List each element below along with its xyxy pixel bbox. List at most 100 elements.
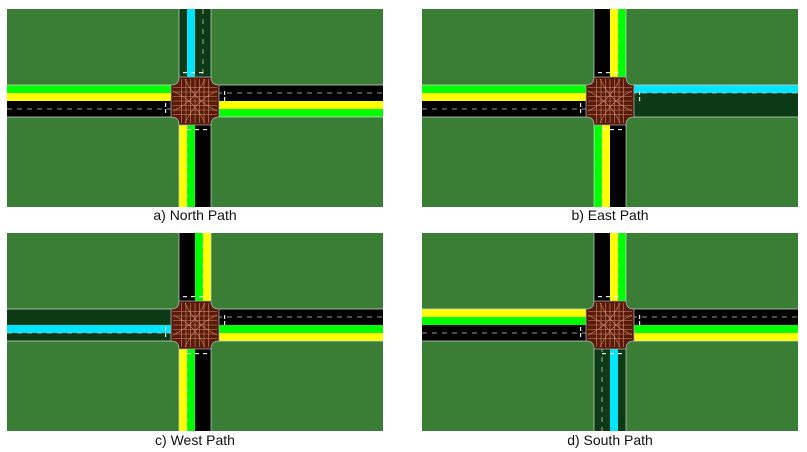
stop-marker bbox=[639, 315, 641, 319]
west-lane-3 bbox=[7, 109, 173, 117]
stop-marker bbox=[614, 296, 618, 298]
junction-turn-path bbox=[599, 90, 633, 124]
stop-marker bbox=[195, 129, 199, 131]
junction-turn-path bbox=[172, 302, 206, 336]
stop-marker bbox=[191, 72, 195, 74]
east-lane-0 bbox=[632, 85, 798, 93]
south-lane-1 bbox=[187, 347, 195, 431]
west-lane-1 bbox=[7, 93, 173, 101]
stop-marker bbox=[224, 321, 226, 325]
stop-marker bbox=[580, 333, 582, 337]
stop-marker bbox=[203, 353, 207, 355]
south-lane-2 bbox=[195, 347, 203, 431]
north-lane-0 bbox=[179, 233, 187, 303]
stop-marker bbox=[602, 129, 606, 131]
caption-south-path: d) South Path bbox=[567, 432, 653, 448]
north-lane-0 bbox=[179, 9, 187, 79]
south-lane-0 bbox=[179, 123, 187, 207]
south-lane-1 bbox=[187, 123, 195, 207]
stop-marker bbox=[165, 327, 167, 331]
south-lane-1 bbox=[602, 123, 610, 207]
west-lane-1 bbox=[422, 317, 588, 325]
junction-turn-path bbox=[172, 314, 206, 348]
south-lane-2 bbox=[610, 123, 618, 207]
junction-turn-path bbox=[587, 78, 621, 112]
junction-turn-path bbox=[172, 90, 206, 124]
east-lane-3 bbox=[217, 333, 383, 341]
east-lane-0 bbox=[217, 85, 383, 93]
stop-marker bbox=[598, 296, 602, 298]
junction-turn-path bbox=[599, 302, 633, 336]
north-lane-0 bbox=[594, 9, 602, 79]
west-lane-3 bbox=[7, 333, 173, 341]
stop-marker bbox=[199, 72, 203, 74]
west-lane-3 bbox=[422, 333, 588, 341]
south-lane-3 bbox=[203, 123, 211, 207]
north-lane-3 bbox=[618, 9, 626, 79]
intersection-map bbox=[7, 233, 383, 431]
junction-turn-path bbox=[587, 90, 621, 124]
stop-marker bbox=[165, 333, 167, 337]
stop-marker bbox=[187, 353, 191, 355]
intersection-panel-west-path bbox=[7, 233, 383, 431]
junction-turn-path bbox=[184, 314, 218, 348]
south-lane-1 bbox=[602, 347, 610, 431]
junction-turn-path bbox=[587, 314, 621, 348]
north-lane-2 bbox=[195, 233, 203, 303]
south-lane-3 bbox=[618, 347, 626, 431]
north-lane-2 bbox=[610, 9, 618, 79]
north-lane-2 bbox=[610, 233, 618, 303]
stop-marker bbox=[580, 109, 582, 113]
north-lane-1 bbox=[187, 233, 195, 303]
caption-east-path: b) East Path bbox=[571, 207, 649, 223]
intersection-map bbox=[7, 9, 383, 207]
stop-marker bbox=[639, 321, 641, 325]
junction-turn-path bbox=[599, 78, 633, 112]
junction-turn-path bbox=[587, 302, 621, 336]
west-lane-2 bbox=[422, 101, 588, 109]
intersection-panel-east-path bbox=[422, 9, 798, 207]
west-lane-1 bbox=[422, 93, 588, 101]
stop-marker bbox=[224, 91, 226, 95]
north-lane-0 bbox=[594, 233, 602, 303]
west-lane-0 bbox=[7, 85, 173, 93]
caption-west-path: c) West Path bbox=[155, 432, 235, 448]
intersection-panel-north-path bbox=[7, 9, 383, 207]
south-lane-3 bbox=[203, 347, 211, 431]
east-lane-1 bbox=[217, 317, 383, 325]
east-lane-1 bbox=[632, 93, 798, 101]
stop-marker bbox=[183, 72, 187, 74]
east-lane-1 bbox=[217, 93, 383, 101]
west-lane-2 bbox=[7, 325, 173, 333]
east-lane-3 bbox=[632, 109, 798, 117]
east-lane-2 bbox=[632, 101, 798, 109]
stop-marker bbox=[618, 129, 622, 131]
east-lane-3 bbox=[632, 333, 798, 341]
stop-marker bbox=[618, 353, 622, 355]
south-lane-2 bbox=[195, 123, 203, 207]
junction-turn-path bbox=[184, 302, 218, 336]
north-lane-3 bbox=[203, 233, 211, 303]
east-lane-0 bbox=[217, 309, 383, 317]
south-lane-2 bbox=[610, 347, 618, 431]
stop-marker bbox=[165, 103, 167, 107]
stop-marker bbox=[191, 296, 195, 298]
north-lane-2 bbox=[195, 9, 203, 79]
stop-marker bbox=[614, 72, 618, 74]
west-lane-2 bbox=[7, 101, 173, 109]
junction-turn-path bbox=[184, 78, 218, 112]
stop-marker bbox=[610, 353, 614, 355]
stop-marker bbox=[165, 109, 167, 113]
intersection-panel-south-path bbox=[422, 233, 798, 431]
junction-turn-path bbox=[184, 90, 218, 124]
caption-north-path: a) North Path bbox=[153, 207, 237, 223]
stop-marker bbox=[610, 129, 614, 131]
east-lane-3 bbox=[217, 109, 383, 117]
east-lane-2 bbox=[217, 325, 383, 333]
intersection-map bbox=[422, 9, 798, 207]
north-lane-1 bbox=[602, 233, 610, 303]
junction-turn-path bbox=[172, 78, 206, 112]
east-lane-2 bbox=[632, 325, 798, 333]
north-lane-3 bbox=[618, 233, 626, 303]
intersection-map bbox=[422, 233, 798, 431]
